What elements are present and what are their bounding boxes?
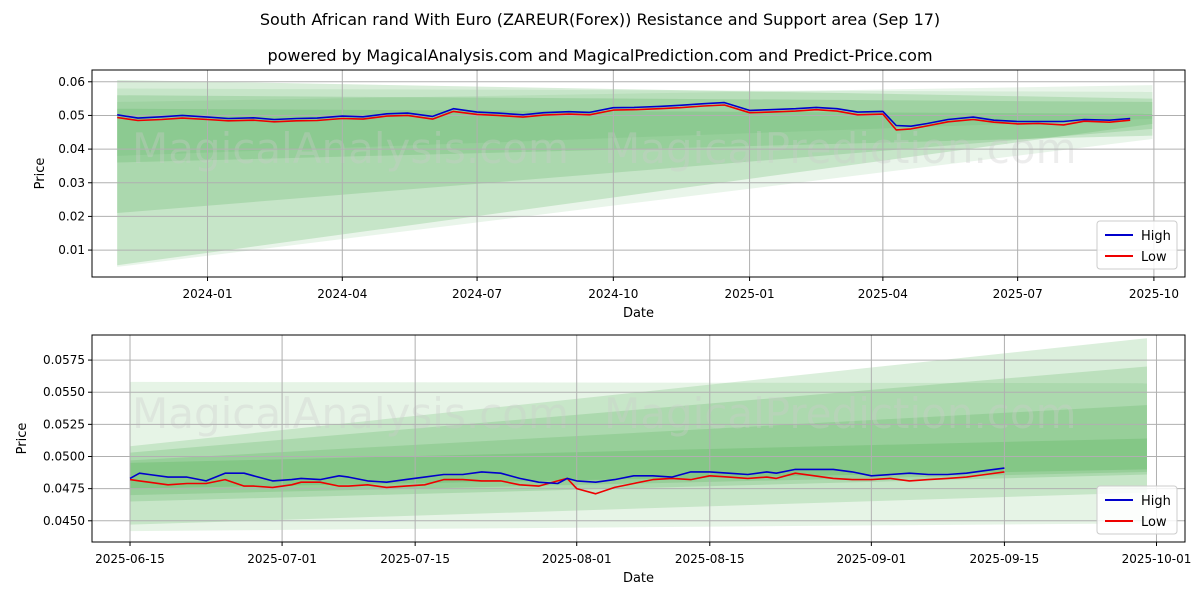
y-tick-label: 0.0500: [43, 450, 85, 464]
forecast-band: [130, 438, 1147, 489]
x-axis: 2024-01 2024-04 2024-07 2024-10 2025-01 2025-…: [182, 70, 1179, 321]
series-line-low: [129, 471, 1005, 495]
y-tick-label: 0.0575: [43, 353, 85, 367]
y-tick-label: 0.0475: [43, 482, 85, 496]
x-tick-label: 2024-01: [182, 287, 232, 301]
forecast-bands: [117, 80, 1153, 267]
x-tick-label: 2025-06-15: [95, 552, 165, 566]
legend-label-high: High: [1141, 494, 1171, 509]
x-tick-label: 2025-08-15: [675, 552, 745, 566]
y-tick-label: 0.0550: [43, 385, 85, 399]
x-tick-label: 2025-09-01: [836, 552, 906, 566]
series-line-low: [117, 104, 1131, 131]
x-tick-label: 2024-04: [317, 287, 367, 301]
forecast-band: [130, 405, 1147, 496]
x-tick-label: 2025-10-01: [1122, 552, 1192, 566]
y-tick-label: 0.06: [58, 75, 85, 89]
y-axis-label: Price: [33, 158, 48, 190]
legend: High Low: [1096, 220, 1178, 270]
x-tick-label: 2024-07: [452, 287, 502, 301]
forecast-band: [117, 95, 1153, 214]
x-axis-label: Date: [623, 571, 654, 586]
chart-title: South African rand With Euro (ZAREUR(For…: [259, 10, 941, 29]
watermark-text: MagicalAnalysis.com: [132, 389, 569, 438]
y-tick-label: 0.0450: [43, 514, 85, 528]
chart-subtitle: powered by MagicalAnalysis.com and Magic…: [267, 46, 933, 65]
x-tick-label: 2025-08-01: [542, 552, 612, 566]
x-tick-label: 2024-10: [588, 287, 638, 301]
forecast-band: [117, 88, 1153, 267]
x-axis: 2025-06-15 2025-07-01 2025-07-15 2025-08-01…: [95, 335, 1191, 586]
legend-label-low: Low: [1141, 515, 1167, 530]
forecast-band: [130, 366, 1147, 502]
y-tick-label: 0.0525: [43, 417, 85, 431]
x-tick-label: 2025-07: [993, 287, 1043, 301]
legend-label-low: Low: [1141, 250, 1167, 265]
watermark-text: MagicalAnalysis.com: [132, 124, 569, 173]
forecast-band: [117, 108, 1153, 266]
x-tick-label: 2025-09-15: [970, 552, 1040, 566]
plot-frame: [91, 334, 1186, 543]
plot-area: [92, 70, 1185, 277]
chart-panel-1: MagicalAnalysis.com MagicalPrediction.com…: [33, 69, 1186, 321]
chart-panel-2: MagicalAnalysis.com MagicalPrediction.com…: [15, 334, 1191, 586]
y-axis: 0.01 0.02 0.03 0.04 0.05 0.06 Price: [33, 75, 1185, 257]
y-axis: 0.0450 0.0475 0.0500 0.0525 0.0550 0.0575 Pric…: [15, 353, 1185, 528]
y-tick-label: 0.03: [58, 176, 85, 190]
x-tick-label: 2025-07-01: [247, 552, 317, 566]
legend-label-high: High: [1141, 229, 1171, 244]
plot-frame: [91, 69, 1186, 278]
forecast-band: [117, 85, 1153, 156]
watermark-text: MagicalPrediction.com: [604, 124, 1077, 173]
y-tick-label: 0.01: [58, 243, 85, 257]
x-tick-label: 2025-01: [725, 287, 775, 301]
legend: High Low: [1096, 485, 1178, 535]
x-axis-label: Date: [623, 306, 654, 321]
y-tick-label: 0.02: [58, 209, 85, 223]
y-tick-label: 0.05: [58, 108, 85, 122]
x-tick-label: 2025-04: [858, 287, 908, 301]
forecast-band: [117, 80, 1153, 163]
x-tick-label: 2025-07-15: [380, 552, 450, 566]
series-line-high: [117, 101, 1131, 127]
x-tick-label: 2025-10: [1129, 287, 1179, 301]
series-line-high: [129, 467, 1005, 485]
y-tick-label: 0.04: [58, 142, 85, 156]
plot-area: [92, 335, 1185, 542]
y-axis-label: Price: [15, 423, 30, 455]
watermark-text: MagicalPrediction.com: [604, 389, 1077, 438]
